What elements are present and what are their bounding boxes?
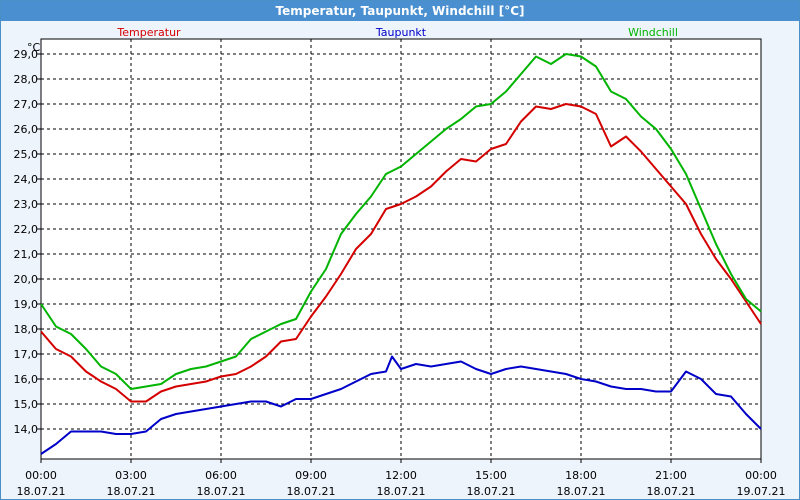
grid-lines [41,39,761,459]
y-tick-label: 22,0 [14,223,39,236]
y-tick-label: 23,0 [14,198,39,211]
x-tick-time-label: 00:00 [25,469,57,482]
x-tick-date-label: 18.07.21 [647,485,696,498]
y-tick-label: 15,0 [14,398,39,411]
series-line-temperatur [40,103,762,403]
x-tick-time-label: 06:00 [205,469,237,482]
y-tick-label: 16,0 [14,373,39,386]
y-tick-label: 27,0 [14,98,39,111]
y-tick-label: 19,0 [14,298,39,311]
x-axis: 00:00 18.07.21 03:00 18.07.21 06:00 18.07.21 0… [17,459,786,498]
x-tick-time-label: 12:00 [385,469,417,482]
y-tick-label: 20,0 [14,273,39,286]
x-tick-date-label: 18.07.21 [377,485,426,498]
x-tick-time-label: 00:00 [745,469,777,482]
x-tick-date-label: 18.07.21 [287,485,336,498]
y-tick-label: 21,0 [14,248,39,261]
x-tick-time-label: 18:00 [565,469,597,482]
series-line-taupunkt [40,355,762,455]
y-tick-label: 26,0 [14,123,39,136]
y-axis-unit: °C [27,41,41,54]
x-tick-date-label: 18.07.21 [107,485,156,498]
x-tick-date-label: 18.07.21 [557,485,606,498]
y-tick-label: 18,0 [14,323,39,336]
x-tick-time-label: 03:00 [115,469,147,482]
series-line-windchill [40,53,762,390]
x-tick-time-label: 21:00 [655,469,687,482]
x-tick-date-label: 18.07.21 [17,485,66,498]
x-tick-date-label: 19.07.21 [737,485,786,498]
legend-temperatur: Temperatur [116,26,181,39]
y-tick-label: 17,0 [14,348,39,361]
y-tick-label: 28,0 [14,73,39,86]
legend-windchill: Windchill [628,26,678,39]
y-axis: 14,0 15,0 16,0 17,0 18,0 19,0 20,0 21,0 22,0 23,0… [14,48,41,436]
window-title: Temperatur, Taupunkt, Windchill [°C] [1,1,799,21]
series-lines [40,53,762,455]
y-tick-label: 25,0 [14,148,39,161]
legend-taupunkt: Taupunkt [375,26,427,39]
x-tick-time-label: 15:00 [475,469,507,482]
x-tick-date-label: 18.07.21 [197,485,246,498]
y-tick-label: 14,0 [14,423,39,436]
x-tick-date-label: 18.07.21 [467,485,516,498]
y-tick-label: 29,0 [14,48,39,61]
x-tick-time-label: 09:00 [295,469,327,482]
y-tick-label: 24,0 [14,173,39,186]
